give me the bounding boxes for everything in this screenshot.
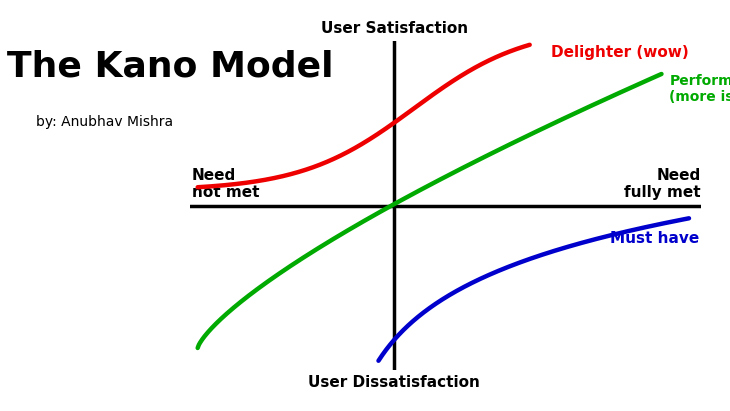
- Text: Must have: Must have: [610, 231, 699, 246]
- Text: User Dissatisfaction: User Dissatisfaction: [308, 375, 480, 390]
- Text: The Kano Model: The Kano Model: [7, 49, 334, 83]
- Text: by: Anubhav Mishra: by: Anubhav Mishra: [36, 115, 174, 129]
- Text: Performance
(more is better): Performance (more is better): [669, 74, 730, 104]
- Text: Delighter (wow): Delighter (wow): [551, 45, 689, 60]
- Text: User Satisfaction: User Satisfaction: [320, 21, 468, 36]
- Text: Need
not met: Need not met: [192, 168, 259, 200]
- Text: Need
fully met: Need fully met: [624, 168, 701, 200]
